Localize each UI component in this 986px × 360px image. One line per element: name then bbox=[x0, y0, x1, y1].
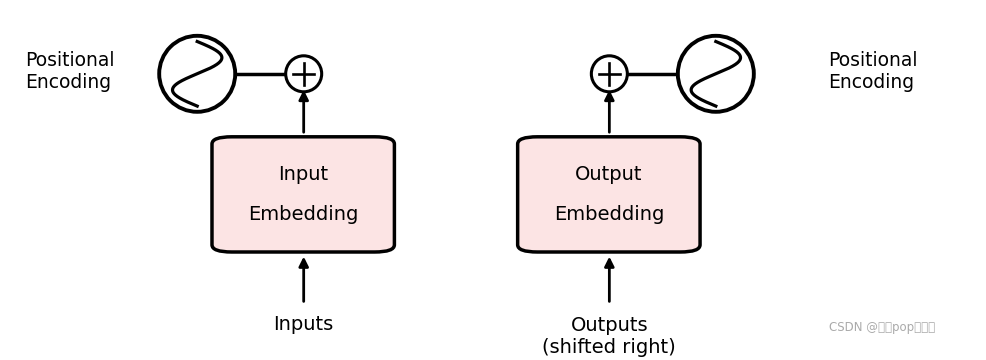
Ellipse shape bbox=[592, 56, 627, 92]
Text: Outputs
(shifted right): Outputs (shifted right) bbox=[542, 316, 676, 357]
Ellipse shape bbox=[286, 56, 321, 92]
FancyBboxPatch shape bbox=[518, 137, 700, 252]
Ellipse shape bbox=[677, 36, 754, 112]
Text: Embedding: Embedding bbox=[554, 205, 664, 224]
Text: Output: Output bbox=[575, 165, 643, 184]
Text: Input: Input bbox=[278, 165, 328, 184]
Text: Embedding: Embedding bbox=[248, 205, 358, 224]
FancyBboxPatch shape bbox=[212, 137, 394, 252]
Text: Inputs: Inputs bbox=[273, 315, 334, 333]
Ellipse shape bbox=[159, 36, 236, 112]
Text: Positional
Encoding: Positional Encoding bbox=[25, 51, 114, 93]
Text: Positional
Encoding: Positional Encoding bbox=[828, 51, 918, 93]
Text: CSDN @会震pop的码农: CSDN @会震pop的码农 bbox=[829, 321, 936, 334]
